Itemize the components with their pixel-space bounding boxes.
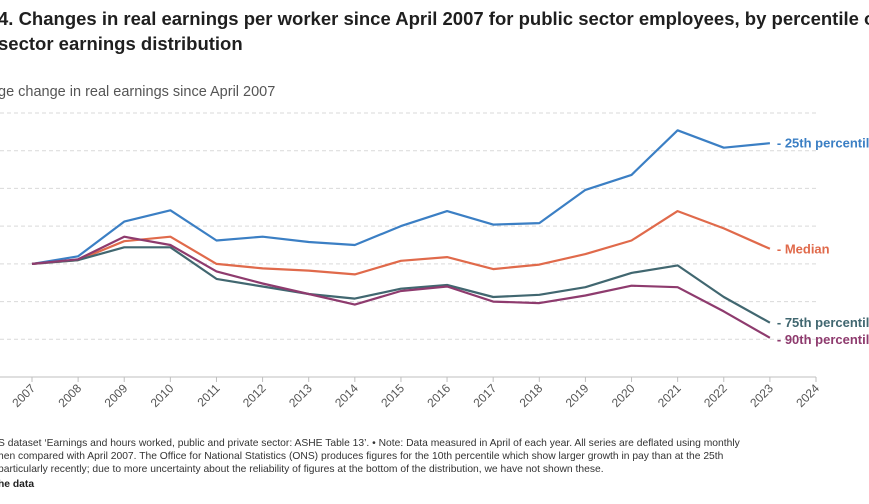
series-line — [31, 210, 771, 276]
x-tick-label: 2007 — [9, 381, 38, 410]
x-tick-label: 2020 — [609, 381, 638, 410]
series-labels: - 25th percentile - Median - 75th percenti… — [777, 136, 869, 348]
source-note: S dataset ‘Earnings and hours worked, pu… — [0, 438, 740, 475]
y-axis-caption: ge change in real earnings since April 2… — [0, 84, 276, 100]
x-tick-label: 2012 — [240, 381, 269, 410]
gridlines — [0, 112, 816, 340]
x-tick-label: 2014 — [332, 381, 361, 410]
series-line — [31, 129, 771, 265]
x-tick-label: 2015 — [378, 381, 407, 410]
series-label: - 90th percentile — [777, 332, 869, 347]
x-tick-label: 2016 — [424, 381, 453, 410]
x-tick-label: 2009 — [102, 381, 131, 410]
series-label: - 75th percentile — [777, 315, 869, 330]
x-tick-label: 2024 — [793, 381, 822, 410]
series-lines — [31, 129, 771, 339]
x-tick-label: 2019 — [563, 381, 592, 410]
x-tick-label: 2008 — [55, 381, 84, 410]
x-tick-label: 2023 — [747, 381, 776, 410]
x-tick-label: 2010 — [148, 381, 177, 410]
x-tick-label: 2018 — [517, 381, 546, 410]
x-tick-label: 2013 — [286, 381, 315, 410]
x-tick-label: 2022 — [701, 381, 730, 410]
series-line — [31, 246, 771, 324]
x-tick-label: 2017 — [471, 381, 500, 410]
x-axis: 2007 2008 2009 2010 2011 2012 2013 2014 2015 2016… — [0, 376, 822, 410]
x-tick-label: 2011 — [194, 381, 222, 409]
series-label: - Median — [777, 241, 830, 256]
data-credit: he data — [0, 479, 35, 490]
series-line — [31, 235, 771, 339]
x-tick-label: 2021 — [655, 381, 684, 410]
chart-title: 4. Changes in real earnings per worker s… — [0, 8, 869, 54]
series-label: - 25th percentile — [777, 136, 869, 151]
